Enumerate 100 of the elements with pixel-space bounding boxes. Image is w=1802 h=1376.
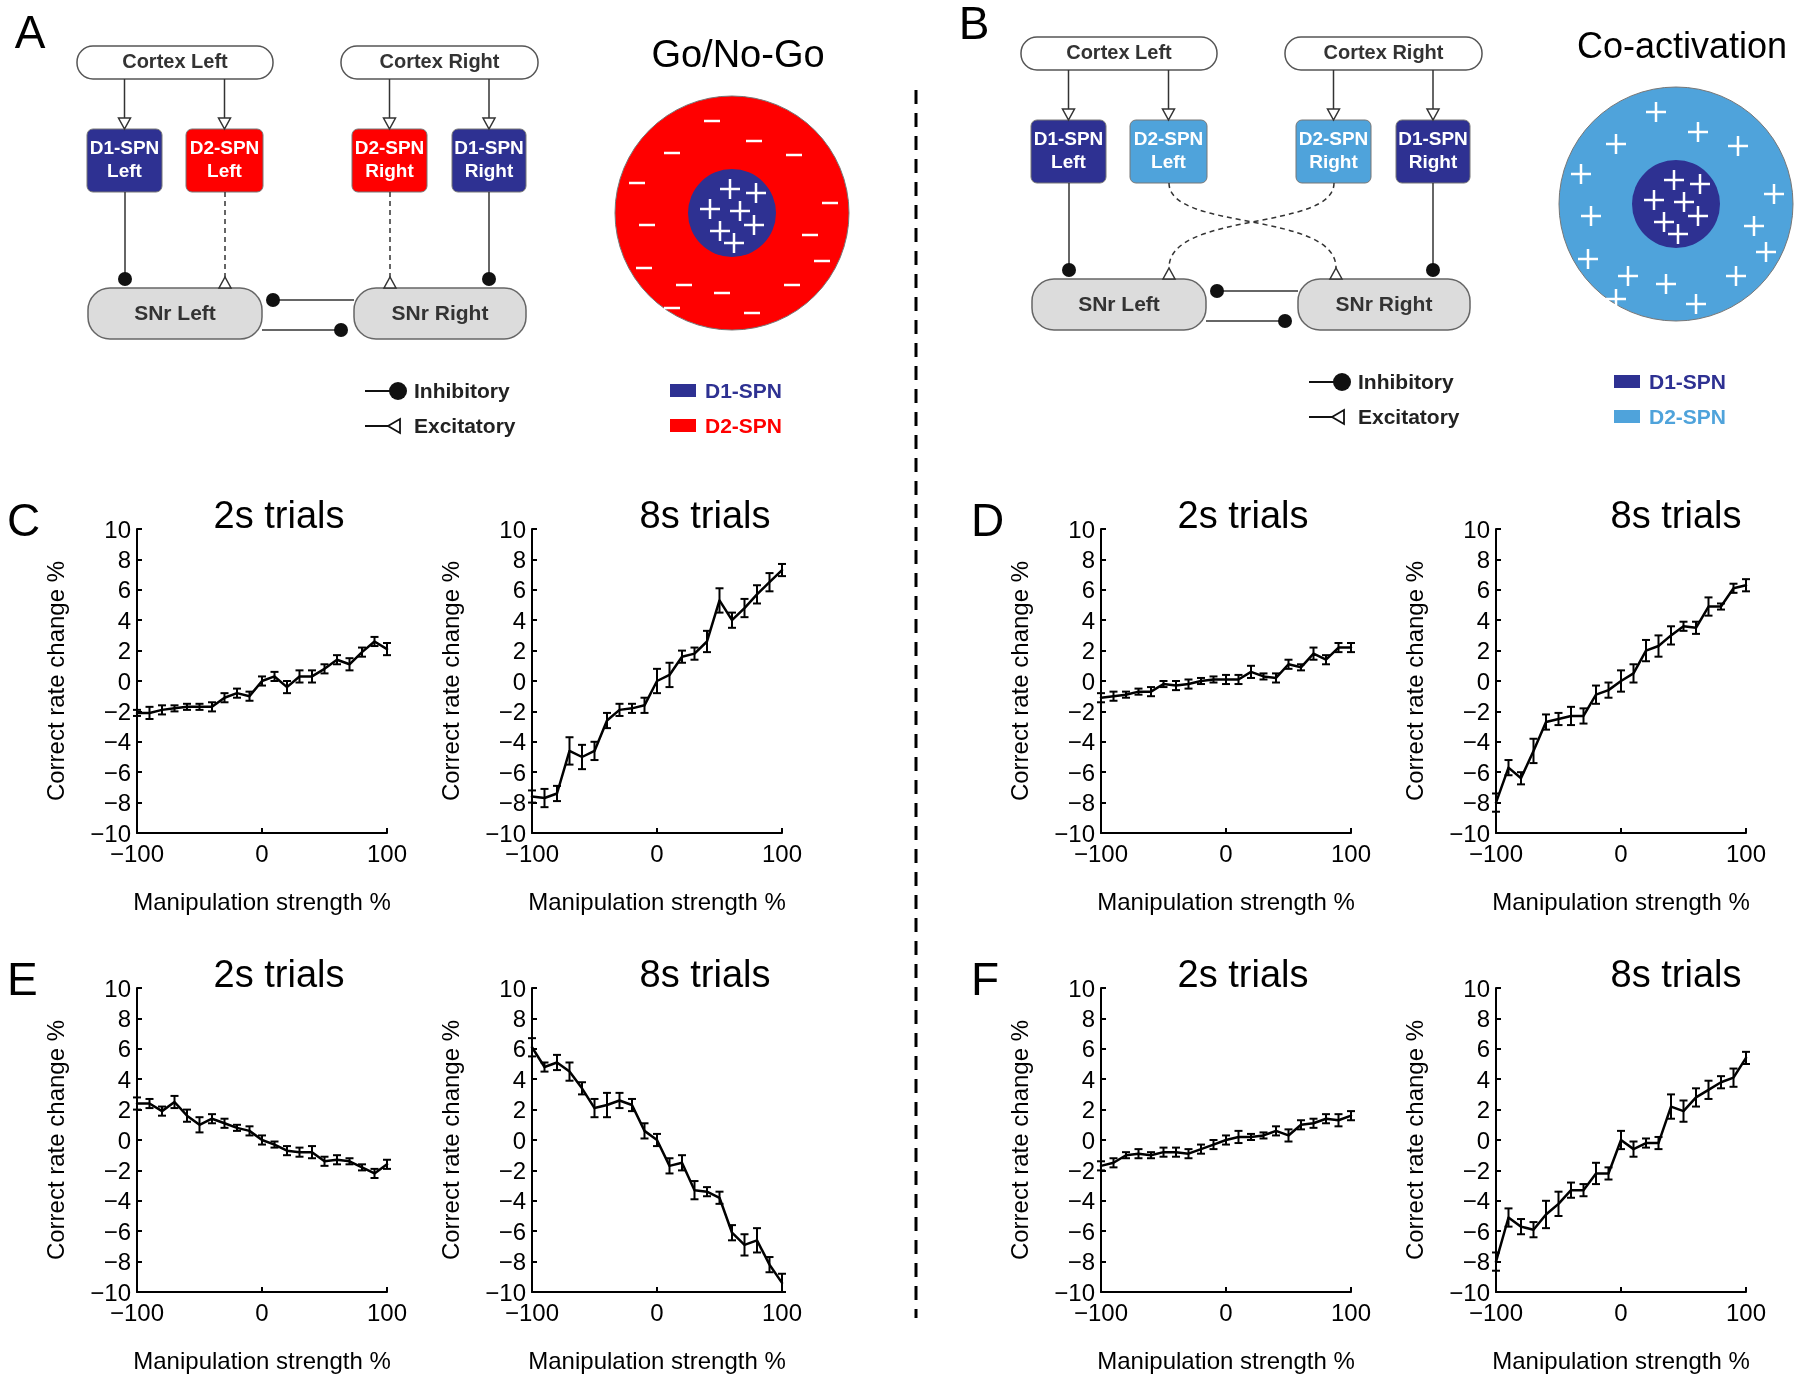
y-tick-label: −8 [103,789,131,817]
y-tick-label: 8 [1476,545,1490,573]
y-tick-label: −8 [498,1248,526,1276]
y-tick-label: 6 [1081,576,1095,604]
text: D [971,494,1005,546]
y-tick-label: −8 [1462,789,1490,817]
y-tick-label: 10 [499,974,526,1002]
text: Inhibitory [414,378,510,402]
y-tick-label: 2 [117,637,131,665]
y-tick-label: 4 [1081,606,1095,634]
x-tick-label: 100 [366,1298,408,1326]
text: D1-SPN Left [1033,128,1104,173]
y-tick-label: 4 [1476,1065,1490,1093]
x-axis-title: Manipulation strength % [1097,1346,1355,1374]
text: Cortex Left [122,50,229,73]
x-tick-label: 0 [1614,839,1628,867]
y-tick-label: 6 [512,1035,526,1063]
text: Cortex Right [1323,41,1444,64]
y-tick-label: 2 [1476,1096,1490,1124]
y-tick-label: 4 [512,1065,526,1093]
y-axis-title: Correct rate change % [1400,1019,1428,1261]
y-tick-label: −6 [1462,1217,1490,1245]
y-tick-label: 10 [104,974,131,1002]
y-tick-label: 0 [117,1126,131,1154]
y-tick-label: 8 [512,1004,526,1032]
y-tick-label: 4 [1081,1065,1095,1093]
y-axis-title: Correct rate change % [41,1019,69,1261]
chart-title: 2s trials [213,953,345,995]
text: Co-activation [1576,24,1788,66]
x-axis-title: Manipulation strength % [528,1346,786,1374]
text: Cortex Right [379,50,500,73]
y-tick-label: −2 [1462,697,1490,725]
y-axis-title: Correct rate change % [436,1019,464,1261]
text: D2-SPN Right [354,137,425,182]
x-tick-label: 0 [1614,1298,1628,1326]
x-tick-label: 0 [1219,1298,1233,1326]
chart-title: 8s trials [639,494,771,536]
x-axis-title: Manipulation strength % [1097,887,1355,915]
text: Excitatory [1358,404,1460,428]
y-tick-label: −8 [498,789,526,817]
text: D1-SPN [705,378,783,402]
text: SNr Left [1078,291,1160,315]
y-tick-label: −6 [1462,758,1490,786]
y-tick-label: −4 [103,1187,131,1215]
text: D2-SPN [1649,404,1727,428]
y-tick-label: −4 [1462,728,1490,756]
y-tick-label: 8 [117,1004,131,1032]
x-tick-label: 0 [1219,839,1233,867]
line-series [1099,646,1353,699]
y-tick-label: −2 [498,697,526,725]
y-tick-label: 0 [1081,667,1095,695]
y-tick-label: −4 [1067,1187,1095,1215]
y-tick-label: −6 [498,1217,526,1245]
y-tick-label: 2 [1476,637,1490,665]
text: Inhibitory [1358,369,1454,393]
y-tick-label: 6 [512,576,526,604]
x-tick-label: 100 [1330,1298,1372,1326]
y-tick-label: 2 [1081,1096,1095,1124]
text: C [7,494,41,546]
x-tick-label: 100 [366,839,408,867]
y-tick-label: −6 [103,1217,131,1245]
y-tick-label: 4 [512,606,526,634]
y-tick-label: 0 [1476,667,1490,695]
chart-title: 8s trials [1610,953,1742,995]
y-tick-label: 8 [512,545,526,573]
y-tick-label: 0 [512,1126,526,1154]
y-tick-label: 10 [1463,515,1490,543]
x-axis-title: Manipulation strength % [1492,1346,1750,1374]
text: D2-SPN Left [1133,128,1204,173]
y-tick-label: −4 [498,1187,526,1215]
x-tick-label: 100 [1330,839,1372,867]
y-tick-label: −4 [498,728,526,756]
y-tick-label: 6 [1476,576,1490,604]
x-axis-title: Manipulation strength % [133,1346,391,1374]
y-tick-label: −6 [1067,1217,1095,1245]
text: D1-SPN [1649,369,1727,393]
y-tick-label: −8 [1067,1248,1095,1276]
y-tick-label: 2 [117,1096,131,1124]
text: D1-SPN Left [89,137,160,182]
y-tick-label: −8 [1067,789,1095,817]
text: Excitatory [414,413,516,437]
y-tick-label: 4 [1476,606,1490,634]
y-tick-label: −2 [498,1156,526,1184]
text: D1-SPN Right [1398,128,1468,173]
x-tick-label: 100 [761,839,803,867]
y-tick-label: −6 [103,758,131,786]
y-tick-label: −2 [103,697,131,725]
y-tick-label: 6 [117,576,131,604]
y-tick-label: −6 [1067,758,1095,786]
x-tick-label: 100 [1725,839,1767,867]
y-tick-label: 0 [1476,1126,1490,1154]
y-tick-label: 4 [117,606,131,634]
x-tick-label: 100 [761,1298,803,1326]
y-axis-title: Correct rate change % [1400,560,1428,802]
y-tick-label: −4 [103,728,131,756]
y-tick-label: −2 [1067,1156,1095,1184]
text: SNr Right [1335,291,1433,315]
x-tick-label: 0 [255,839,269,867]
y-tick-label: 10 [104,515,131,543]
y-tick-label: 6 [117,1035,131,1063]
